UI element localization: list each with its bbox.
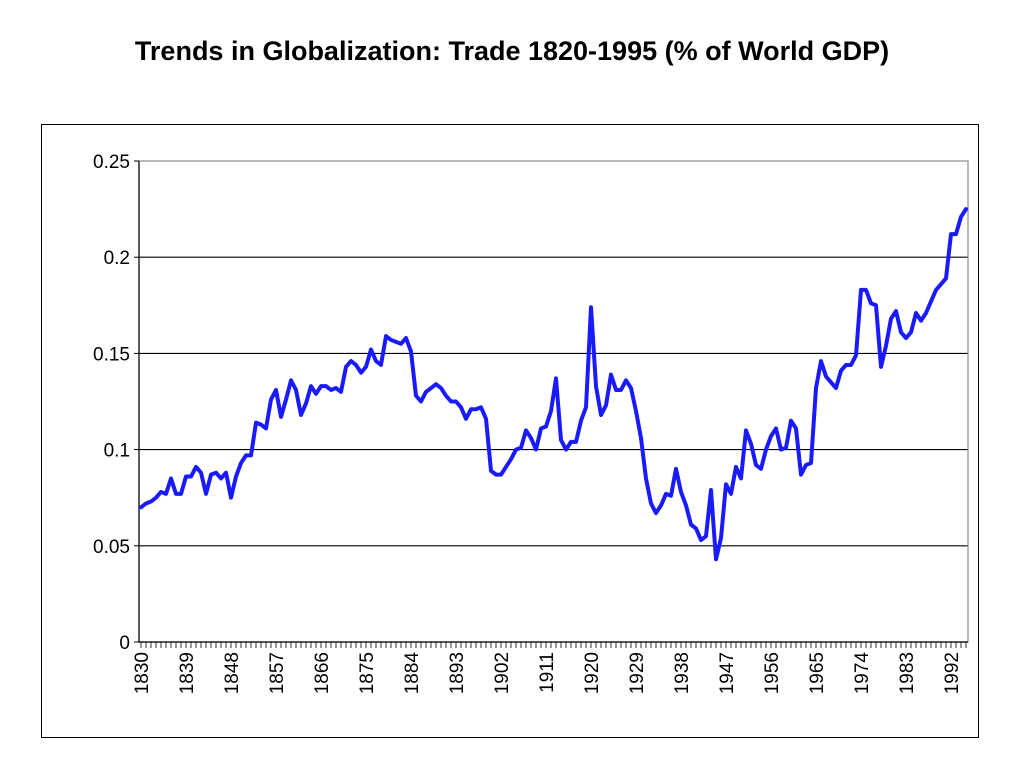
x-tick-label: 1947 xyxy=(717,652,738,694)
y-tick-label: 0 xyxy=(119,633,130,654)
x-tick-label: 1965 xyxy=(807,652,828,694)
x-tick-label: 1893 xyxy=(447,652,468,694)
x-tick-label: 1920 xyxy=(582,652,603,694)
axes xyxy=(138,161,968,643)
x-tick-label: 1929 xyxy=(627,652,648,694)
x-tick-label: 1956 xyxy=(762,652,783,694)
x-tick-label: 1983 xyxy=(897,652,918,694)
x-tick-label: 1857 xyxy=(267,652,288,694)
gridlines xyxy=(139,160,968,547)
series-layer xyxy=(139,207,968,562)
x-tick-label: 1992 xyxy=(942,652,963,694)
y-tick-label: 0.05 xyxy=(93,537,130,558)
x-tick-label: 1938 xyxy=(672,652,693,694)
x-tick-label: 1911 xyxy=(537,652,558,693)
line-chart: 0 0.05 0.1 0.15 0.2 0.25 1830 1839 1848 1857 1866… xyxy=(93,152,969,695)
x-tick-label: 1884 xyxy=(402,652,423,695)
y-tick-label: 0.15 xyxy=(93,344,130,365)
x-tick-label: 1830 xyxy=(132,652,153,694)
x-tick-label: 1839 xyxy=(177,652,198,694)
y-axis-ticks: 0 0.05 0.1 0.15 0.2 0.25 xyxy=(93,152,139,654)
y-tick-label: 0.2 xyxy=(104,248,130,269)
x-tick-label: 1902 xyxy=(492,652,513,694)
x-axis-ticks: 1830 1839 1848 1857 1866 1875 1884 1893 1902 1911… xyxy=(132,642,967,695)
y-tick-label: 0.25 xyxy=(93,152,130,173)
chart-frame: 0 0.05 0.1 0.15 0.2 0.25 1830 1839 1848 1857 1866… xyxy=(41,124,979,738)
y-tick-label: 0.1 xyxy=(104,441,130,462)
chart-title: Trends in Globalization: Trade 1820-1995… xyxy=(134,36,890,66)
x-tick-label: 1875 xyxy=(357,652,378,694)
x-tick-label: 1848 xyxy=(222,652,243,694)
x-tick-label: 1866 xyxy=(312,652,333,694)
series-line xyxy=(139,207,968,562)
x-tick-label: 1974 xyxy=(852,652,873,695)
